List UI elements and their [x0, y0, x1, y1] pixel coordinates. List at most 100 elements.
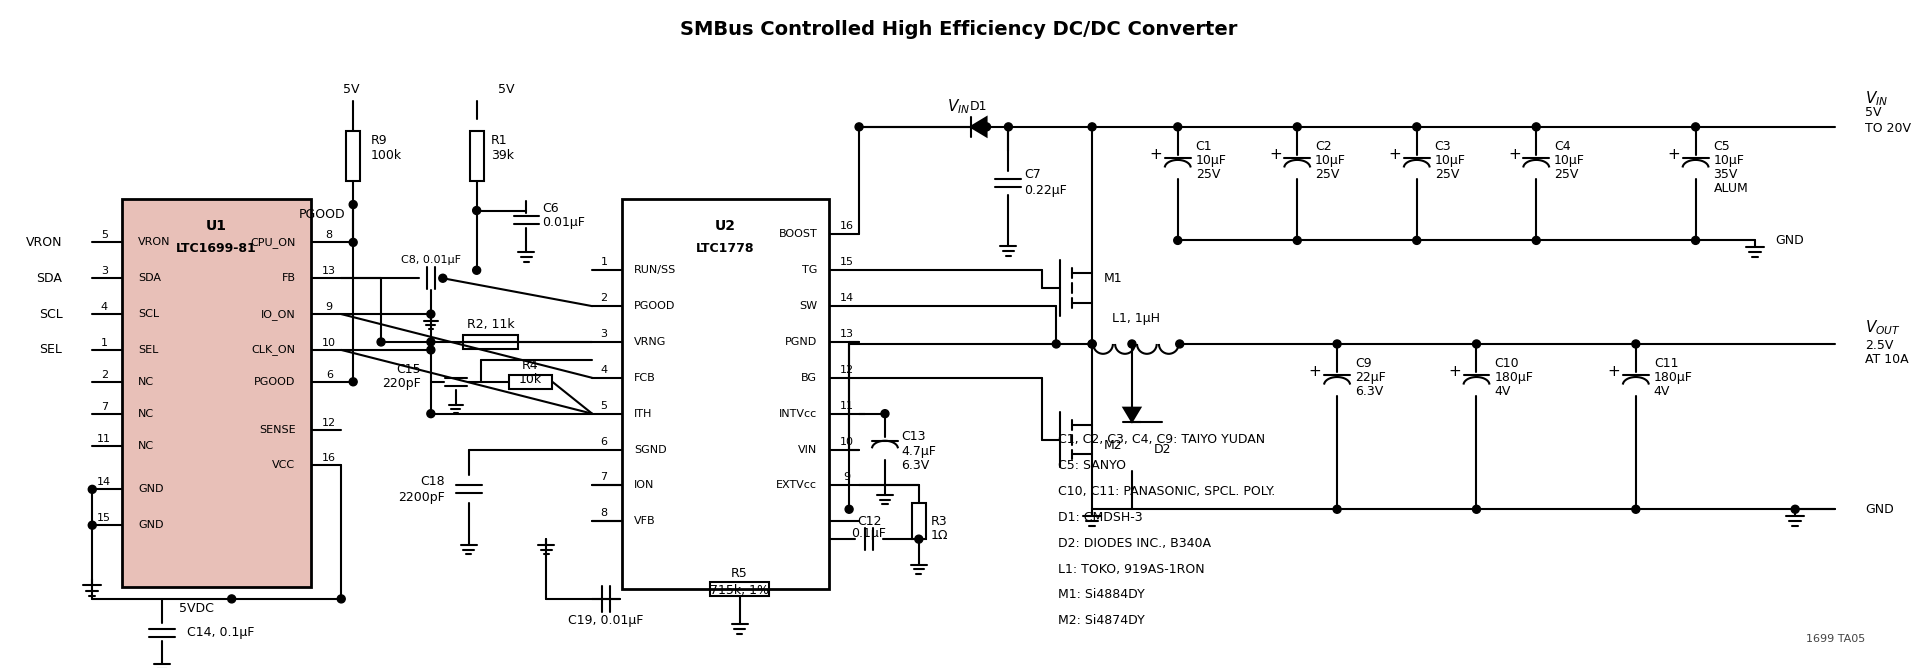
Circle shape	[472, 266, 480, 274]
Polygon shape	[972, 117, 987, 136]
Text: C12: C12	[856, 514, 881, 528]
Circle shape	[1089, 340, 1096, 348]
Bar	[346, 131, 361, 181]
Text: BOOST: BOOST	[778, 229, 818, 240]
Polygon shape	[1123, 407, 1140, 421]
Text: 2200pF: 2200pF	[397, 491, 445, 504]
Text: 2: 2	[601, 293, 609, 303]
Text: FCB: FCB	[634, 373, 657, 383]
Text: 10μF: 10μF	[1713, 155, 1745, 167]
Text: NC: NC	[138, 377, 154, 387]
Text: C14, 0.1μF: C14, 0.1μF	[186, 626, 253, 640]
Circle shape	[1089, 340, 1096, 348]
Circle shape	[983, 123, 991, 131]
Circle shape	[88, 486, 96, 493]
Text: +: +	[1269, 147, 1283, 163]
Text: 2.5V: 2.5V	[1864, 339, 1893, 353]
Bar	[463, 335, 518, 349]
Text: 1: 1	[601, 258, 607, 268]
Circle shape	[1413, 236, 1421, 244]
Text: C1: C1	[1196, 140, 1212, 153]
Text: 25V: 25V	[1434, 168, 1459, 181]
Text: SGND: SGND	[634, 444, 666, 454]
Text: C15: C15	[396, 363, 420, 377]
Text: INTVcc: INTVcc	[780, 409, 818, 419]
Text: NC: NC	[138, 409, 154, 419]
Text: C9: C9	[1356, 357, 1371, 371]
Text: C4: C4	[1553, 140, 1571, 153]
Text: 15: 15	[841, 258, 854, 268]
Text: 10: 10	[841, 437, 854, 446]
Circle shape	[88, 521, 96, 529]
Text: 4.7μF: 4.7μF	[900, 445, 935, 458]
Bar	[123, 199, 311, 587]
Text: 4: 4	[100, 302, 108, 312]
Text: 16: 16	[323, 454, 336, 464]
Circle shape	[426, 310, 434, 318]
Bar	[470, 131, 484, 181]
Circle shape	[1294, 236, 1302, 244]
Text: R3: R3	[931, 514, 947, 528]
Text: 5: 5	[601, 401, 607, 411]
Text: CPU_ON: CPU_ON	[250, 237, 296, 248]
Text: L1: TOKO, 919AS-1RON: L1: TOKO, 919AS-1RON	[1058, 563, 1206, 575]
Text: GND: GND	[138, 520, 163, 531]
Text: 16: 16	[841, 221, 854, 231]
Text: NC: NC	[138, 441, 154, 450]
Circle shape	[1692, 236, 1699, 244]
Text: M1: Si4884DY: M1: Si4884DY	[1058, 589, 1144, 601]
Text: 6: 6	[326, 370, 332, 380]
Text: GND: GND	[1864, 503, 1893, 516]
Text: R5: R5	[732, 567, 749, 579]
Circle shape	[881, 409, 889, 417]
Text: SDA: SDA	[36, 272, 61, 285]
Text: 39k: 39k	[492, 149, 515, 163]
Text: +: +	[1607, 365, 1620, 379]
Text: 9: 9	[326, 302, 332, 312]
Text: R9: R9	[371, 134, 388, 147]
Text: $V_{IN}$: $V_{IN}$	[1864, 90, 1887, 108]
Text: C5: SANYO: C5: SANYO	[1058, 459, 1127, 472]
Circle shape	[1632, 505, 1640, 513]
Text: SMBus Controlled High Efficiency DC/DC Converter: SMBus Controlled High Efficiency DC/DC C…	[680, 20, 1236, 39]
Text: 10μF: 10μF	[1553, 155, 1586, 167]
Text: U2: U2	[714, 219, 735, 233]
Text: 1: 1	[100, 338, 108, 348]
Text: C11: C11	[1653, 357, 1678, 371]
Text: 5V: 5V	[499, 82, 515, 96]
Text: BG: BG	[801, 373, 818, 383]
Text: LTC1699-81: LTC1699-81	[177, 242, 257, 255]
Bar	[622, 199, 829, 589]
Text: ION: ION	[634, 480, 655, 490]
Circle shape	[1332, 340, 1340, 348]
Circle shape	[854, 123, 864, 131]
Circle shape	[845, 505, 852, 513]
Text: 13: 13	[323, 266, 336, 276]
Text: 14: 14	[98, 478, 111, 488]
Text: 22μF: 22μF	[1356, 371, 1386, 384]
Text: 10k: 10k	[518, 373, 541, 386]
Text: 5: 5	[100, 230, 108, 240]
Text: 15: 15	[98, 513, 111, 523]
Text: 25V: 25V	[1196, 168, 1219, 181]
Circle shape	[349, 201, 357, 209]
Text: 10μF: 10μF	[1315, 155, 1346, 167]
Text: +: +	[1507, 147, 1521, 163]
Text: EXTVcc: EXTVcc	[776, 480, 818, 490]
Text: 8: 8	[326, 230, 332, 240]
Circle shape	[1532, 236, 1540, 244]
Circle shape	[228, 595, 236, 603]
Text: 13: 13	[841, 329, 854, 339]
Text: 10: 10	[323, 338, 336, 348]
Text: D2: DIODES INC., B340A: D2: DIODES INC., B340A	[1058, 537, 1212, 550]
Circle shape	[1175, 340, 1185, 348]
Circle shape	[1632, 340, 1640, 348]
Text: VRON: VRON	[25, 236, 61, 249]
Text: M2: Si4874DY: M2: Si4874DY	[1058, 614, 1144, 628]
Text: $V_{OUT}$: $V_{OUT}$	[1864, 318, 1901, 337]
Circle shape	[349, 378, 357, 386]
Text: C18: C18	[420, 475, 445, 488]
Text: 5V: 5V	[1864, 106, 1882, 120]
Circle shape	[426, 409, 434, 417]
Circle shape	[1413, 123, 1421, 131]
